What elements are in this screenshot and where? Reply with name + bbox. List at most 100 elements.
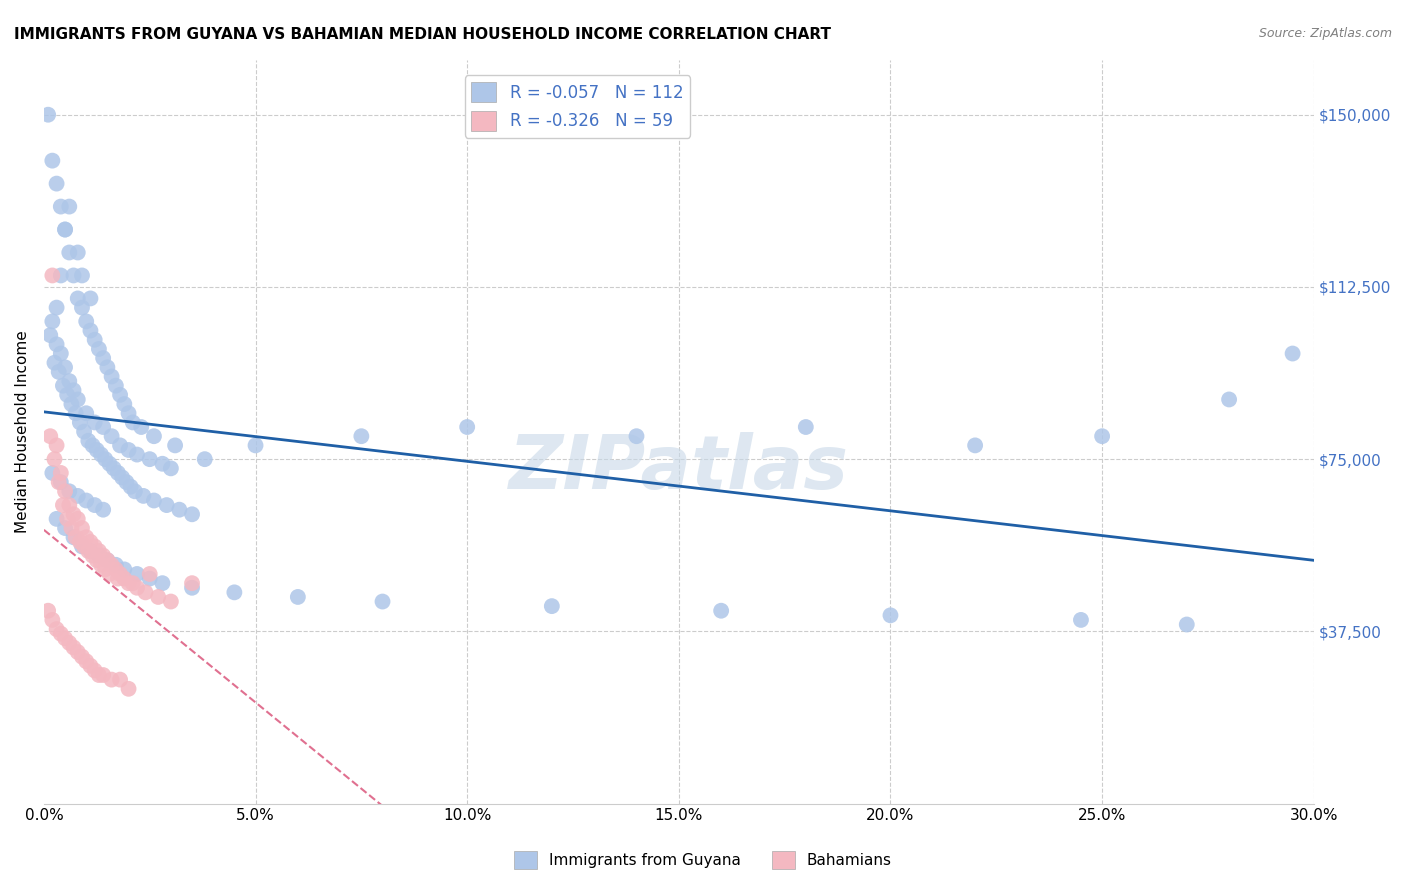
Y-axis label: Median Household Income: Median Household Income xyxy=(15,330,30,533)
Point xyxy=(1070,613,1092,627)
Point xyxy=(87,544,110,558)
Point xyxy=(245,438,267,452)
Point xyxy=(94,562,117,576)
Point xyxy=(121,416,143,430)
Point xyxy=(103,461,125,475)
Text: Source: ZipAtlas.com: Source: ZipAtlas.com xyxy=(1258,27,1392,40)
Point xyxy=(169,502,191,516)
Point xyxy=(104,562,127,576)
Point xyxy=(134,585,156,599)
Point xyxy=(79,324,101,338)
Point xyxy=(138,572,160,586)
Point xyxy=(66,392,89,407)
Point xyxy=(44,356,66,370)
Point xyxy=(53,222,76,236)
Point xyxy=(53,360,76,375)
Point xyxy=(62,640,84,655)
Point xyxy=(58,498,80,512)
Point xyxy=(53,484,76,499)
Point xyxy=(49,466,72,480)
Point xyxy=(37,604,59,618)
Point xyxy=(66,245,89,260)
Point xyxy=(53,521,76,535)
Point xyxy=(83,664,105,678)
Point xyxy=(75,654,97,668)
Point xyxy=(77,434,100,448)
Point xyxy=(62,384,84,398)
Point xyxy=(94,452,117,467)
Point xyxy=(115,475,138,490)
Point xyxy=(107,466,129,480)
Point xyxy=(86,442,108,457)
Point xyxy=(108,566,131,581)
Point xyxy=(83,333,105,347)
Point xyxy=(49,268,72,283)
Point xyxy=(456,420,478,434)
Point xyxy=(79,534,101,549)
Point xyxy=(83,540,105,554)
Point xyxy=(117,576,139,591)
Point xyxy=(98,457,121,471)
Point xyxy=(129,420,152,434)
Point xyxy=(45,177,67,191)
Point xyxy=(165,438,187,452)
Point xyxy=(73,425,96,439)
Point xyxy=(112,562,135,576)
Point xyxy=(41,466,63,480)
Point xyxy=(879,608,901,623)
Point xyxy=(142,493,165,508)
Point xyxy=(75,314,97,328)
Point xyxy=(91,420,114,434)
Legend: R = -0.057   N = 112, R = -0.326   N = 59: R = -0.057 N = 112, R = -0.326 N = 59 xyxy=(464,75,690,137)
Point xyxy=(120,480,142,494)
Point xyxy=(39,429,62,443)
Point xyxy=(112,397,135,411)
Point xyxy=(52,498,75,512)
Point xyxy=(70,521,93,535)
Point xyxy=(540,599,562,614)
Point xyxy=(56,388,79,402)
Point xyxy=(124,484,146,499)
Point xyxy=(83,498,105,512)
Point xyxy=(108,388,131,402)
Text: IMMIGRANTS FROM GUYANA VS BAHAMIAN MEDIAN HOUSEHOLD INCOME CORRELATION CHART: IMMIGRANTS FROM GUYANA VS BAHAMIAN MEDIA… xyxy=(14,27,831,42)
Point xyxy=(160,594,183,608)
Point xyxy=(181,581,204,595)
Point xyxy=(111,470,134,484)
Point xyxy=(45,438,67,452)
Point xyxy=(75,530,97,544)
Point xyxy=(1281,346,1303,360)
Point xyxy=(117,442,139,457)
Point xyxy=(90,448,112,462)
Point xyxy=(37,108,59,122)
Point xyxy=(91,351,114,365)
Point xyxy=(45,512,67,526)
Point xyxy=(87,549,110,563)
Point xyxy=(104,558,127,572)
Point xyxy=(69,534,91,549)
Point xyxy=(794,420,817,434)
Point xyxy=(48,475,70,490)
Point xyxy=(148,590,170,604)
Point xyxy=(49,200,72,214)
Point xyxy=(100,429,122,443)
Point xyxy=(82,549,104,563)
Point xyxy=(96,553,118,567)
Point xyxy=(66,292,89,306)
Point xyxy=(117,406,139,420)
Point xyxy=(82,438,104,452)
Point xyxy=(58,200,80,214)
Point xyxy=(125,566,148,581)
Point xyxy=(87,668,110,682)
Point xyxy=(108,673,131,687)
Point xyxy=(98,566,121,581)
Point xyxy=(121,576,143,591)
Point xyxy=(66,512,89,526)
Point xyxy=(117,681,139,696)
Point xyxy=(710,604,733,618)
Point xyxy=(83,416,105,430)
Point xyxy=(77,544,100,558)
Point xyxy=(70,540,93,554)
Point xyxy=(87,342,110,356)
Point xyxy=(60,521,83,535)
